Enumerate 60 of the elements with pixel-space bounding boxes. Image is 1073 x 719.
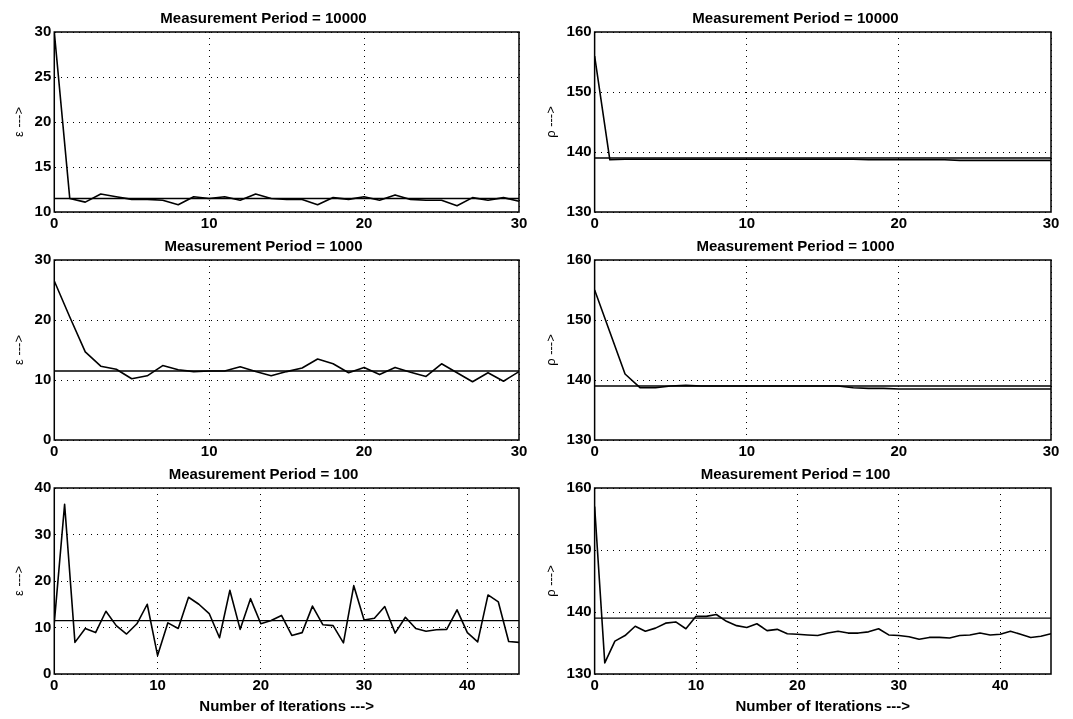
chart-title: Measurement Period = 1000 (164, 237, 363, 255)
y-axis-title: ε ---> (11, 566, 27, 596)
x-tick-label: 30 (510, 442, 528, 460)
y-axis-title: ε ---> (11, 107, 27, 137)
x-tick-label: 20 (252, 676, 270, 694)
x-tick-label: 40 (991, 676, 1009, 694)
y-tick-label: 20 (34, 310, 52, 328)
x-axis-title: Number of Iterations ---> (199, 697, 375, 715)
y-tick-label: 15 (34, 157, 52, 175)
x-tick-label: 10 (200, 442, 218, 460)
x-tick-label: 20 (355, 214, 373, 232)
chart-title: Measurement Period = 1000 (696, 237, 895, 255)
y-tick-label: 10 (34, 202, 52, 220)
y-tick-label: 30 (34, 250, 52, 268)
x-tick-label: 10 (738, 442, 756, 460)
y-tick-label: 160 (566, 478, 592, 496)
x-tick-label: 20 (789, 676, 806, 694)
y-tick-label: 10 (34, 617, 52, 635)
x-tick-label: 20 (890, 214, 908, 232)
y-axis-title: ρ ---> (543, 565, 559, 597)
y-tick-label: 0 (42, 664, 52, 682)
y-tick-label: 150 (566, 82, 592, 100)
y-tick-label: 140 (566, 602, 592, 620)
chart-title: Measurement Period = 100 (168, 465, 359, 483)
x-tick-label: 10 (149, 676, 166, 694)
x-tick-label: 30 (510, 214, 528, 232)
y-tick-label: 140 (566, 370, 592, 388)
x-tick-label: 10 (200, 214, 218, 232)
y-tick-label: 40 (34, 478, 52, 496)
x-tick-label: 10 (687, 676, 705, 694)
x-tick-label: 40 (459, 676, 476, 694)
x-axis-title: Number of Iterations ---> (735, 697, 911, 715)
y-tick-label: 0 (42, 430, 52, 448)
x-tick-label: 30 (355, 676, 373, 694)
chart-title: Measurement Period = 100 (700, 465, 891, 483)
y-axis-title: ρ ---> (543, 334, 559, 366)
y-tick-label: 130 (566, 430, 592, 448)
x-tick-label: 10 (738, 214, 756, 232)
y-tick-label: 150 (566, 540, 592, 558)
y-tick-label: 20 (34, 571, 52, 589)
x-tick-label: 30 (1042, 214, 1060, 232)
y-tick-label: 130 (566, 664, 592, 682)
y-tick-label: 130 (566, 202, 592, 220)
x-tick-label: 20 (890, 442, 908, 460)
y-tick-label: 25 (34, 67, 52, 85)
y-tick-label: 160 (566, 22, 592, 40)
y-axis-title: ε ---> (11, 335, 27, 365)
chart-title: Measurement Period = 10000 (160, 9, 367, 27)
y-tick-label: 20 (34, 112, 52, 130)
x-tick-label: 20 (355, 442, 373, 460)
y-tick-label: 10 (34, 370, 52, 388)
y-tick-label: 140 (566, 142, 592, 160)
chart-title: Measurement Period = 10000 (692, 9, 899, 27)
x-tick-label: 30 (890, 676, 908, 694)
y-tick-label: 30 (34, 524, 52, 542)
x-tick-label: 30 (1042, 442, 1060, 460)
y-tick-label: 160 (566, 250, 592, 268)
y-tick-label: 30 (34, 22, 52, 40)
y-tick-label: 150 (566, 310, 592, 328)
y-axis-title: ρ ---> (543, 106, 559, 138)
